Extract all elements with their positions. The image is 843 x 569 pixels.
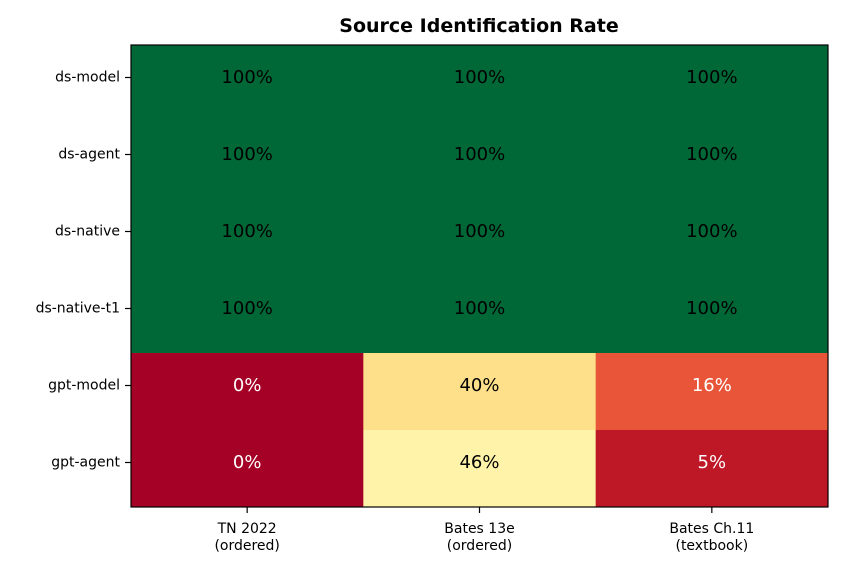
cell-value-label: 100%	[686, 144, 737, 165]
cell-value-label: 46%	[459, 452, 499, 473]
cell-value-label: 5%	[698, 452, 727, 473]
heatmap-cell	[131, 353, 364, 431]
heatmap-cell	[595, 122, 829, 200]
heatmap-cell	[131, 45, 364, 123]
chart-title: Source Identification Rate	[339, 15, 618, 37]
heatmap-cell	[363, 430, 597, 508]
cell-value-label: 100%	[454, 221, 505, 242]
x-tick-label: Bates 13e (ordered)	[444, 521, 514, 554]
heatmap-cell-labels: 100% 100% 100% 100% 100% 100% 100% 100% 100% 100%…	[221, 67, 737, 473]
heatmap-cell	[363, 45, 597, 123]
heatmap-cell	[363, 199, 597, 277]
y-tick-label: ds-native	[55, 224, 120, 240]
heatmap-cell	[595, 353, 829, 431]
cell-value-label: 100%	[221, 67, 272, 88]
x-axis: TN 2022 (ordered) Bates 13e (ordered) Bates …	[214, 507, 754, 554]
cell-value-label: 100%	[454, 298, 505, 319]
cell-value-label: 0%	[233, 452, 262, 473]
x-tick-label: Bates Ch.11 (textbook)	[669, 521, 754, 554]
heatmap-cell	[595, 430, 829, 508]
heatmap-cell	[131, 276, 364, 354]
heatmap-cell	[595, 276, 829, 354]
heatmap-cell	[131, 430, 364, 508]
cell-value-label: 100%	[454, 67, 505, 88]
cell-value-label: 40%	[459, 375, 499, 396]
y-axis: ds-model ds-agent ds-native ds-native-t1 gpt…	[36, 70, 131, 471]
y-tick-label: ds-agent	[58, 147, 120, 163]
cell-value-label: 100%	[686, 298, 737, 319]
heatmap-cell	[363, 353, 597, 431]
heatmap-cell	[131, 199, 364, 277]
cell-value-label: 100%	[686, 221, 737, 242]
heatmap-cells	[131, 45, 829, 508]
cell-value-label: 100%	[686, 67, 737, 88]
heatmap-cell	[595, 199, 829, 277]
heatmap-cell	[595, 45, 829, 123]
y-tick-label: gpt-agent	[51, 455, 120, 471]
cell-value-label: 100%	[221, 221, 272, 242]
cell-value-label: 100%	[221, 298, 272, 319]
cell-value-label: 100%	[454, 144, 505, 165]
y-tick-label: ds-model	[55, 70, 120, 86]
x-tick-label: TN 2022 (ordered)	[214, 521, 279, 554]
heatmap-cell	[363, 122, 597, 200]
heatmap-cell	[131, 122, 364, 200]
heatmap-cell	[363, 276, 597, 354]
cell-value-label: 0%	[233, 375, 262, 396]
y-tick-label: gpt-model	[48, 378, 120, 394]
cell-value-label: 16%	[692, 375, 732, 396]
y-tick-label: ds-native-t1	[36, 301, 120, 317]
plot-frame	[130, 44, 829, 508]
cell-value-label: 100%	[221, 144, 272, 165]
